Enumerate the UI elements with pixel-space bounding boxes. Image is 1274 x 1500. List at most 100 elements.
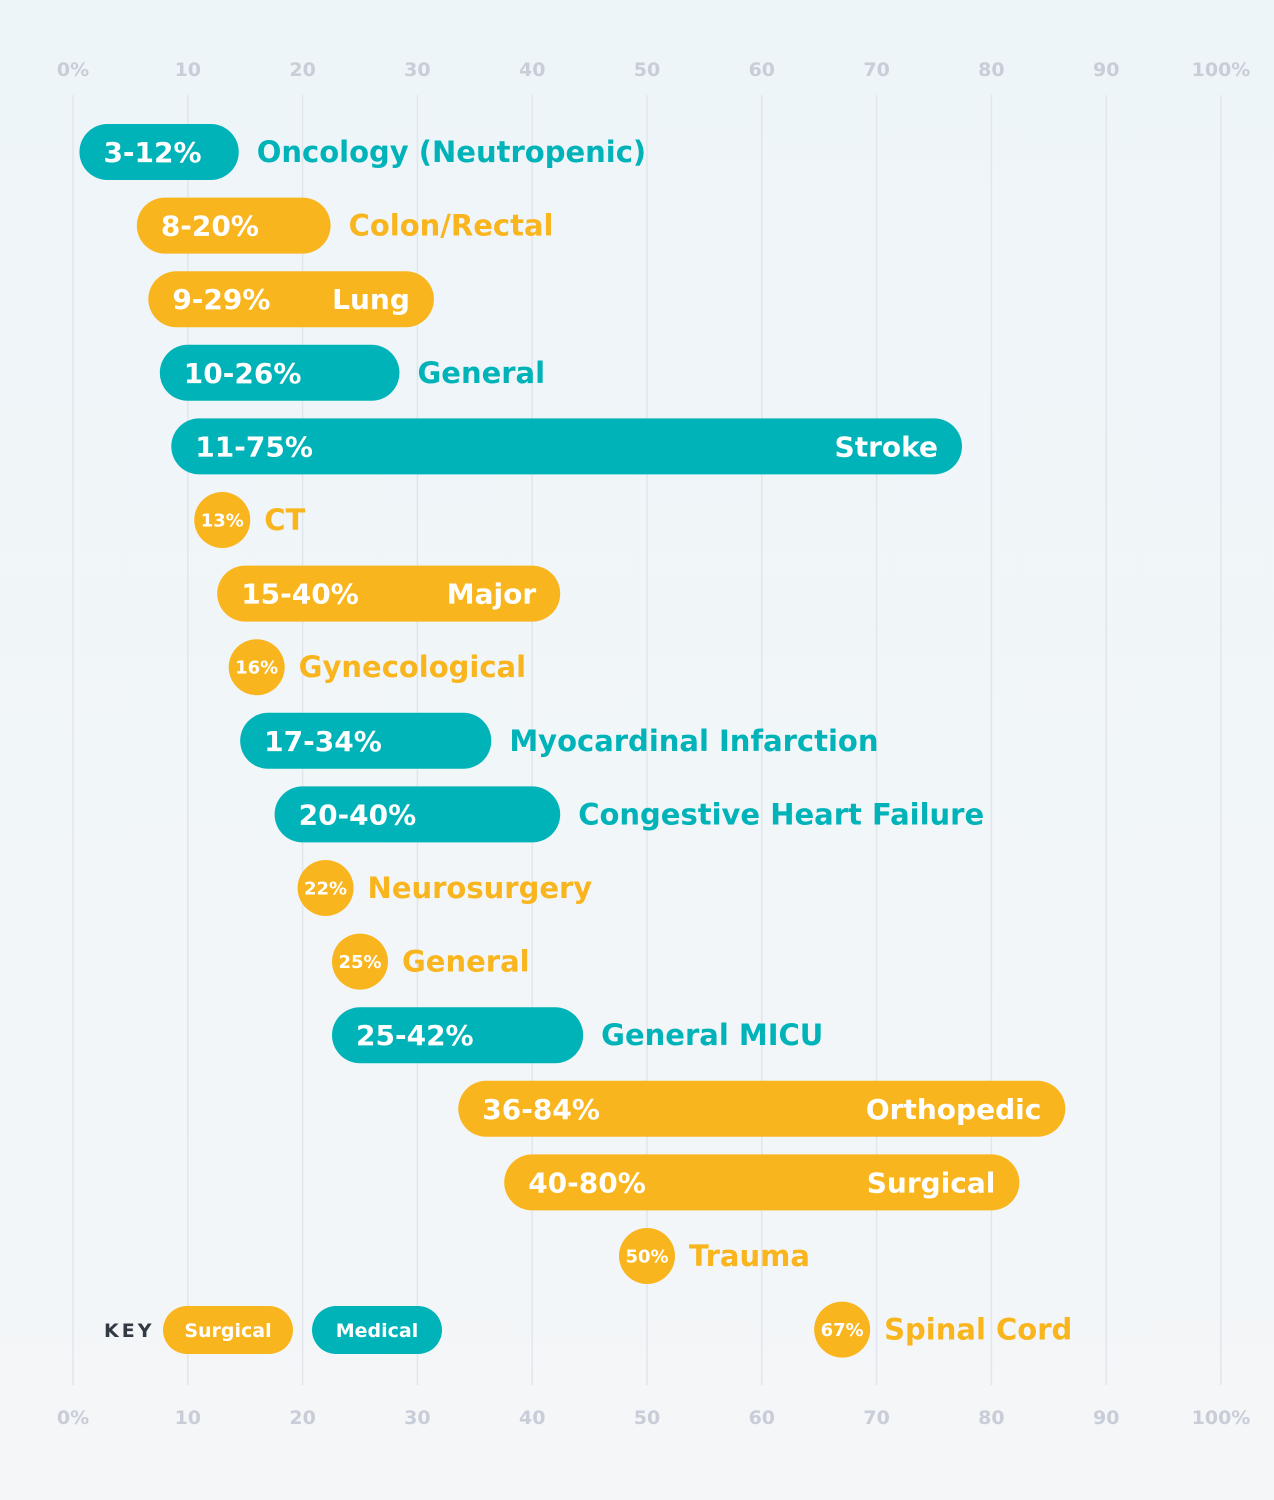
category-label: Myocardinal Infarction [509,724,878,758]
point-value-label: 22% [304,879,347,900]
point-marker [297,860,354,916]
x-axis-bottom: 0% 10 20 30 40 50 60 70 80 90 100% [57,1407,1250,1429]
x-tick-label-top: 50 [634,59,660,81]
range-row: 10-26% General [159,344,545,401]
point-marker [619,1228,675,1284]
point-value-label: 50% [625,1247,668,1268]
x-tick-label-top: 40 [519,59,545,81]
range-value-label: 40-80% [528,1166,646,1199]
x-tick-label-bottom: 70 [863,1407,889,1429]
legend-label: Medical [336,1320,419,1342]
range-value-label: 17-34% [264,725,382,758]
category-label: Trauma [689,1239,810,1273]
category-label: Stroke [835,430,938,463]
range-value-label: 10-26% [184,357,302,390]
point-marker [228,639,285,696]
x-tick-label-top: 60 [749,59,775,81]
range-row: 9-29% Lung [148,271,434,328]
category-label: General MICU [601,1018,823,1052]
range-row: 22% Neurosurgery [297,860,593,916]
category-label: Congestive Heart Failure [578,797,984,831]
x-tick-label-bottom: 10 [175,1407,201,1429]
range-value-label: 9-29% [172,283,270,316]
legend-swatch [163,1306,293,1354]
legend-label: Surgical [184,1320,271,1342]
range-row: 20-40% Congestive Heart Failure [274,786,984,843]
range-bar [159,344,400,401]
range-value-label: 3-12% [103,136,201,169]
x-tick-label-bottom: 80 [978,1407,1004,1429]
range-value-label: 20-40% [299,798,417,831]
range-value-label: 36-84% [482,1093,600,1126]
x-tick-label-bottom: 50 [634,1407,660,1429]
range-row: 67% Spinal Cord [814,1301,1072,1358]
range-bar [148,271,434,328]
point-value-label: 67% [821,1320,864,1341]
range-bar [240,712,492,769]
legend-swatch [312,1306,442,1354]
range-row: 17-34% Myocardinal Infarction [240,712,879,769]
range-row: 11-75% Stroke [171,418,962,475]
range-value-label: 15-40% [241,578,359,611]
range-bar [504,1154,1020,1211]
range-rows: 3-12% Oncology (Neutropenic) 8-20% Colon/Re… [79,124,1072,1358]
category-label: General [402,945,530,979]
category-label: Gynecological [299,650,526,684]
x-tick-label-bottom: 100% [1192,1407,1251,1429]
category-label: CT [264,503,305,537]
category-label: Colon/Rectal [349,209,554,243]
x-axis-top: 0% 10 20 30 40 50 60 70 80 90 100% [57,59,1250,81]
range-row: 16% Gynecological [228,639,526,696]
category-label: Spinal Cord [884,1313,1072,1347]
range-value-label: 8-20% [161,210,259,243]
point-marker [814,1301,871,1358]
range-row: 36-84% Orthopedic [458,1080,1066,1137]
point-value-label: 25% [338,952,381,973]
category-label: Lung [332,283,410,316]
range-row: 25-42% General MICU [332,1007,823,1064]
x-tick-label-top: 100% [1192,59,1251,81]
category-label: Neurosurgery [368,871,593,905]
point-value-label: 16% [235,658,278,679]
x-tick-label-bottom: 60 [749,1407,775,1429]
range-bar [79,124,239,180]
x-tick-label-top: 90 [1093,59,1119,81]
point-value-label: 13% [201,511,244,532]
x-tick-label-top: 0% [57,59,89,81]
x-tick-label-top: 10 [175,59,201,81]
legend: KEY Surgical Medical [104,1306,442,1354]
range-value-label: 25-42% [356,1019,474,1052]
range-bar [332,1007,584,1064]
range-row: 50% Trauma [619,1228,810,1284]
x-tick-label-top: 70 [863,59,889,81]
category-label: Orthopedic [866,1093,1041,1126]
range-row: 3-12% Oncology (Neutropenic) [79,124,646,180]
x-tick-label-top: 20 [289,59,315,81]
range-row: 13% CT [194,492,306,548]
x-tick-label-top: 80 [978,59,1004,81]
range-bar [274,786,561,843]
range-value-label: 11-75% [195,430,313,463]
category-label: Oncology (Neutropenic) [257,135,646,169]
range-bar [136,197,331,254]
range-row: 15-40% Major [217,565,561,622]
range-row: 40-80% Surgical [504,1154,1020,1211]
x-tick-label-bottom: 0% [57,1407,89,1429]
x-tick-label-bottom: 20 [289,1407,315,1429]
point-marker [332,933,388,990]
legend-title: KEY [104,1320,154,1342]
point-marker [194,492,251,548]
x-tick-label-bottom: 90 [1093,1407,1119,1429]
range-bar [217,565,561,622]
range-row: 25% General [332,933,530,990]
range-bar [171,418,962,475]
category-label: Major [447,578,537,611]
range-row: 8-20% Colon/Rectal [136,197,554,254]
category-label: Surgical [867,1166,996,1199]
range-bar [458,1080,1066,1137]
category-label: General [417,356,545,390]
x-tick-label-top: 30 [404,59,430,81]
x-tick-label-bottom: 30 [404,1407,430,1429]
x-tick-label-bottom: 40 [519,1407,545,1429]
